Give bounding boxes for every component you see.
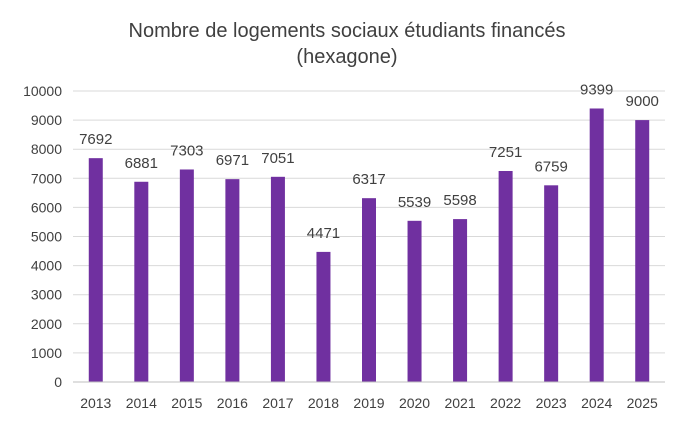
x-tick-label: 2014 (126, 395, 157, 411)
data-labels: 7692 6881 7303 6971 7051 4471 6317 5539 5598 7251… (79, 81, 659, 241)
data-label: 7303 (170, 142, 203, 159)
data-label: 6881 (125, 155, 158, 172)
data-label: 7251 (489, 144, 522, 161)
chart-subtitle: (hexagone) (296, 46, 397, 68)
x-tick-label: 2017 (262, 395, 293, 411)
x-tick-label: 2015 (171, 395, 202, 411)
data-label: 7051 (261, 150, 294, 167)
bar (544, 185, 559, 382)
bar (635, 120, 650, 382)
x-tick-label: 2024 (581, 395, 612, 411)
x-tick-label: 2016 (217, 395, 248, 411)
data-label: 9399 (580, 81, 613, 98)
x-tick-label: 2018 (308, 395, 339, 411)
bar (498, 170, 513, 382)
bar (179, 169, 194, 382)
y-tick-label: 2000 (31, 316, 62, 332)
bar (407, 220, 422, 382)
data-label: 4471 (307, 225, 340, 242)
y-axis-tick-labels: 0 1000 2000 3000 4000 5000 6000 7000 8000 9000 100… (23, 83, 62, 390)
x-tick-label: 2020 (399, 395, 430, 411)
x-tick-label: 2021 (444, 395, 475, 411)
bar (362, 198, 376, 382)
y-tick-label: 7000 (31, 170, 62, 186)
chart-title: Nombre de logements sociaux étudiants fi… (129, 20, 566, 42)
bar (453, 219, 468, 382)
data-label: 5598 (443, 192, 476, 209)
data-label: 7692 (79, 131, 112, 148)
x-axis-tick-labels: 2013 2014 2015 2016 2017 2018 2019 2020 2021 2022… (80, 395, 658, 411)
y-tick-label: 3000 (31, 287, 62, 303)
bar (270, 176, 285, 382)
y-tick-label: 6000 (31, 199, 62, 215)
x-tick-label: 2022 (490, 395, 521, 411)
x-tick-label: 2025 (627, 395, 658, 411)
bar (316, 251, 331, 382)
bar (589, 108, 604, 382)
x-tick-label: 2023 (536, 395, 567, 411)
x-tick-label: 2013 (80, 395, 111, 411)
data-label: 9000 (626, 93, 659, 110)
data-label: 5539 (398, 194, 431, 211)
x-tick-label: 2019 (353, 395, 384, 411)
y-tick-label: 10000 (23, 83, 62, 99)
y-tick-label: 9000 (31, 112, 62, 128)
y-tick-label: 4000 (31, 258, 62, 274)
bar (134, 181, 149, 382)
y-tick-label: 5000 (31, 229, 62, 245)
data-label: 6759 (534, 158, 567, 175)
y-tick-label: 8000 (31, 141, 62, 157)
y-tick-label: 1000 (31, 345, 62, 361)
data-label: 6971 (216, 152, 249, 169)
data-label: 6317 (352, 171, 385, 188)
bars (88, 108, 650, 382)
bar (88, 158, 103, 382)
y-tick-label: 0 (54, 374, 62, 390)
bar (225, 179, 240, 382)
